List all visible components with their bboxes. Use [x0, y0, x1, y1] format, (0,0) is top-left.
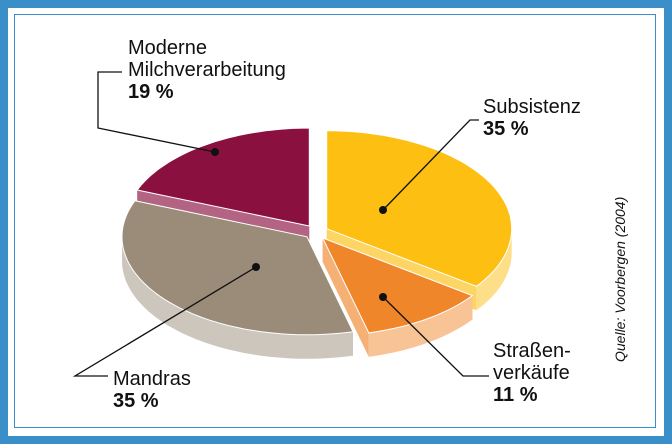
value-label: 35 %: [483, 118, 529, 140]
leader-line: [97, 71, 216, 153]
category-label: Straßen-verkäufe: [493, 340, 571, 384]
panel-border: [14, 14, 656, 428]
category-label: Moderne Milchverarbeitung: [128, 37, 286, 81]
slice: [321, 237, 474, 334]
value-label: 11 %: [493, 384, 538, 406]
category-label: Subsistenz: [483, 96, 581, 118]
leader-line: [382, 119, 479, 211]
slice-side: [322, 238, 369, 357]
value-label: 35 %: [113, 390, 159, 412]
leader-line: [382, 296, 489, 377]
value-label: 19 %: [128, 81, 174, 103]
source: Quelle: Voorbergen (2004): [612, 196, 628, 362]
leader-dot: [379, 206, 387, 214]
leader-line: [72, 266, 257, 377]
slice-side: [476, 228, 512, 311]
label: Subsistenz 35 %: [483, 96, 603, 140]
leader-dot: [211, 148, 219, 156]
leader-dot: [252, 263, 260, 271]
slice: [121, 200, 354, 336]
slice: [326, 130, 513, 287]
leader-dot: [379, 293, 387, 301]
label: Straßen-verkäufe 11 %: [493, 340, 573, 406]
slice-side: [122, 236, 353, 359]
label: Mandras 35 %: [113, 368, 233, 412]
label: Moderne Milchverarbeitung 19 %: [128, 37, 313, 103]
slice: [136, 127, 310, 227]
category-label: Mandras: [113, 368, 191, 390]
